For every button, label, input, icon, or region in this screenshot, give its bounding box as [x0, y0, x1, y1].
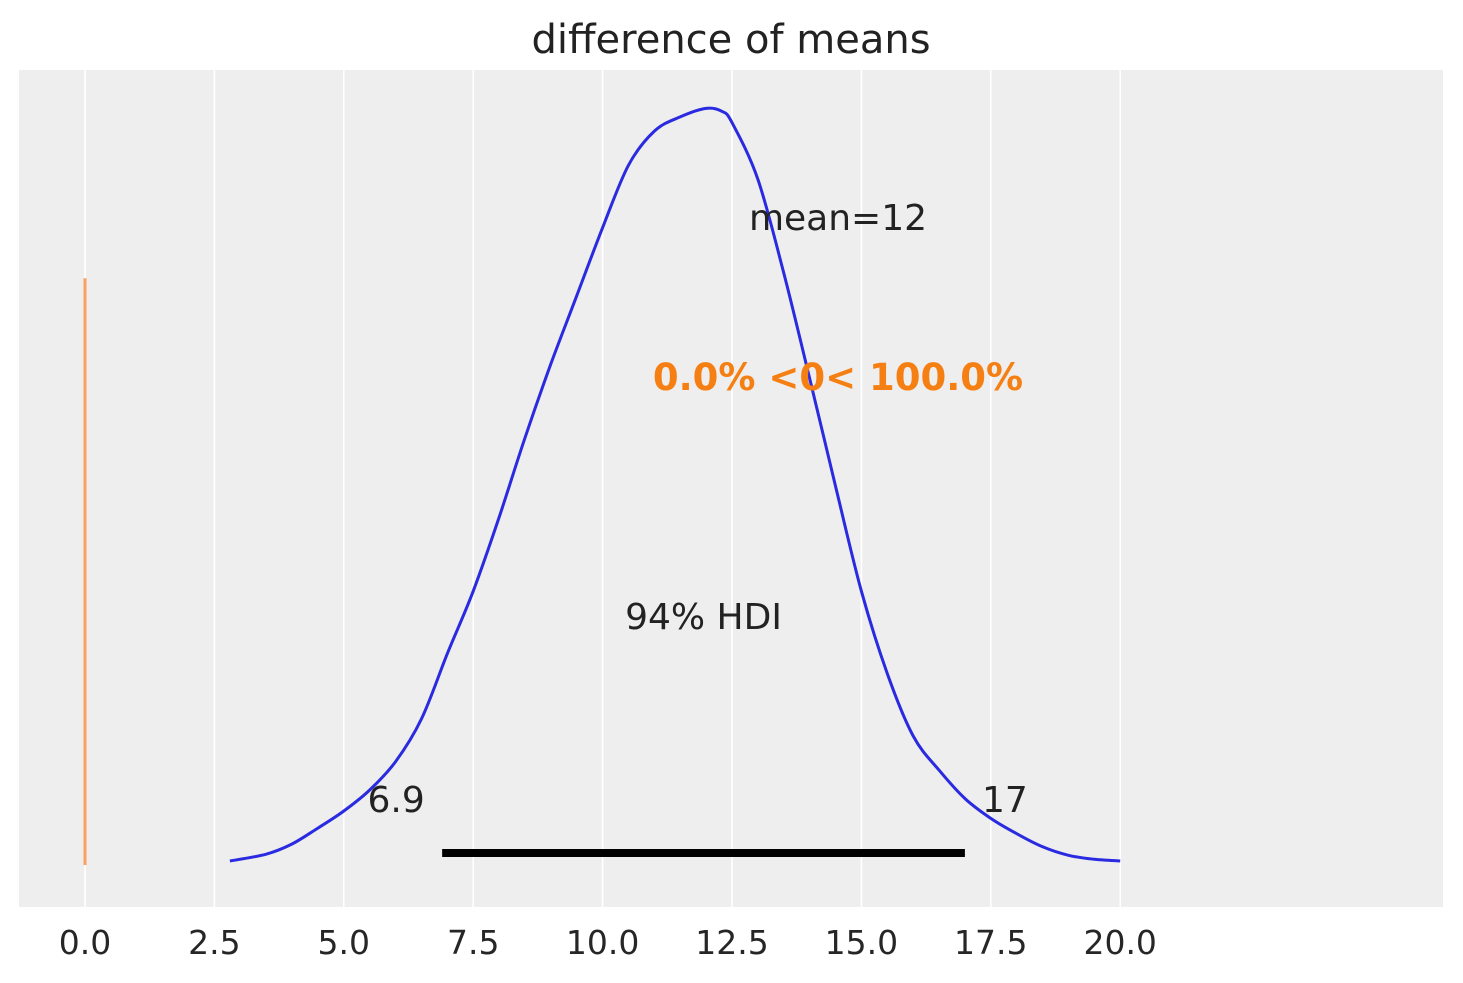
x-tick-label: 17.5 [954, 923, 1027, 962]
hdi-low-label: 6.9 [368, 780, 425, 821]
x-tick-label: 15.0 [825, 923, 898, 962]
x-tick-label: 2.5 [188, 923, 240, 962]
hdi-high-label: 17 [982, 780, 1028, 821]
x-tick-label: 20.0 [1083, 923, 1156, 962]
mean-annotation: mean=12 [749, 198, 927, 239]
hdi-label: 94% HDI [625, 597, 782, 638]
x-tick-label: 12.5 [695, 923, 768, 962]
chart-title: difference of means [531, 17, 930, 63]
x-tick-label: 7.5 [447, 923, 499, 962]
ref-prob-annotation: 0.0% <0< 100.0% [653, 356, 1023, 399]
x-tick-label: 10.0 [566, 923, 639, 962]
x-tick-labels: 0.0 2.5 5.0 7.5 10.0 12.5 15.0 17.5 20.0 [59, 923, 1157, 962]
x-tick-label: 5.0 [318, 923, 370, 962]
plot-area [19, 70, 1443, 907]
density-curve [229, 106, 1121, 863]
x-tick-label: 0.0 [59, 923, 111, 962]
x-gridlines [84, 70, 1121, 907]
